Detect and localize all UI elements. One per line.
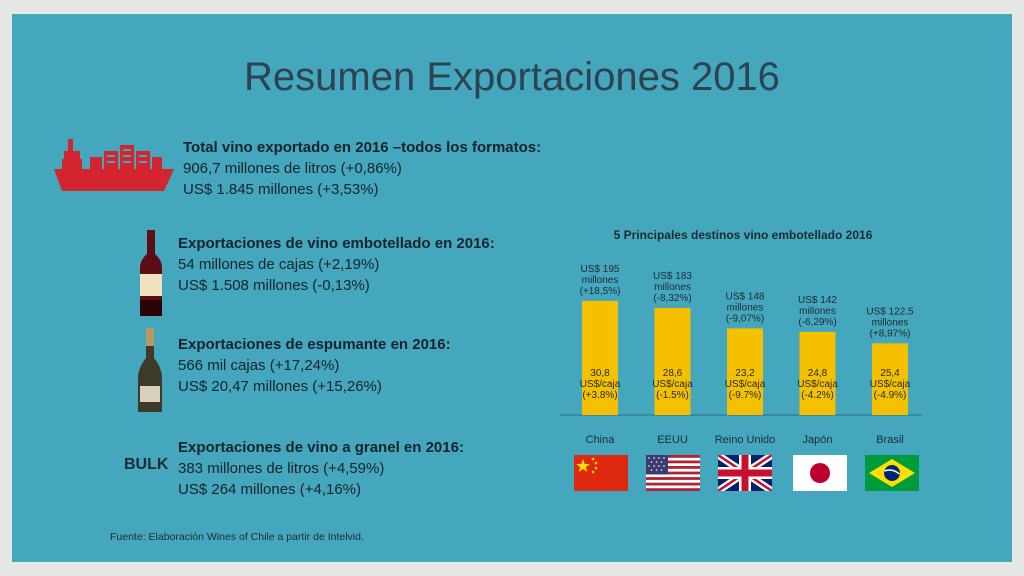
usa-flag-icon — [646, 455, 700, 491]
source-note: Fuente: Elaboración Wines of Chile a par… — [110, 531, 364, 543]
bar-top-label-2-2: (-9,07%) — [726, 313, 764, 324]
cargo-ship-icon — [54, 139, 174, 191]
bar-top-label-1-2: (-8,32%) — [653, 293, 691, 304]
bar-top-label-3-0: US$ 142 — [798, 295, 837, 306]
destinations-bar-chart: US$ 195millones(+18,5%)30,8US$/caja(+3.8… — [560, 264, 922, 446]
bar-inner-label-4-0: 25,4 — [880, 368, 900, 379]
bar-inner-label-1-2: (-1.5%) — [656, 390, 689, 401]
bar-top-label-3-2: (-6,29%) — [798, 317, 836, 328]
bar-4 — [872, 343, 908, 415]
category-label-4: Brasil — [876, 434, 904, 446]
brazil-flag-icon — [865, 455, 919, 491]
bar-top-label-0-1: millones — [582, 275, 619, 286]
uk-flag-icon — [718, 455, 772, 491]
sparkling-exports-value: US$ 20,47 millones (+15,26%) — [178, 378, 382, 395]
bar-inner-label-4-1: US$/caja — [870, 379, 911, 390]
bottled-exports-block: Exportaciones de vino embotellado en 201… — [178, 233, 495, 296]
sparkling-exports-heading: Exportaciones de espumante en 2016: — [178, 336, 451, 353]
category-label-1: EEUU — [657, 434, 688, 446]
bar-inner-label-1-0: 28,6 — [663, 368, 683, 379]
china-flag-icon — [574, 455, 628, 491]
bottled-exports-cases: 54 millones de cajas (+2,19%) — [178, 256, 380, 273]
bar-inner-label-4-2: (-4.9%) — [874, 390, 907, 401]
bar-inner-label-2-0: 23,2 — [735, 368, 755, 379]
bar-top-label-4-2: (+8,97%) — [870, 328, 911, 339]
category-label-3: Japón — [803, 434, 833, 446]
bulk-exports-value: US$ 264 millones (+4,16%) — [178, 481, 362, 498]
bar-0 — [582, 300, 618, 415]
bar-inner-label-3-0: 24,8 — [808, 368, 828, 379]
bottled-exports-value: US$ 1.508 millones (-0,13%) — [178, 277, 370, 294]
sparkling-wine-bottle-icon — [138, 328, 162, 412]
bar-inner-label-1-1: US$/caja — [652, 379, 693, 390]
total-exports-block: Total vino exportado en 2016 –todos los … — [183, 137, 541, 200]
bar-inner-label-3-1: US$/caja — [797, 379, 838, 390]
bar-3 — [799, 331, 836, 415]
chart-title: 5 Principales destinos vino embotellado … — [613, 228, 873, 242]
bar-inner-label-0-1: US$/caja — [580, 379, 621, 390]
bar-1 — [654, 307, 691, 415]
category-label-0: China — [586, 434, 616, 446]
bar-top-label-0-2: (+18,5%) — [580, 286, 621, 297]
bar-top-label-4-0: US$ 122.5 — [866, 306, 914, 317]
sparkling-exports-cases: 566 mil cajas (+17,24%) — [178, 357, 340, 374]
bar-inner-label-2-1: US$/caja — [725, 379, 766, 390]
bar-top-label-3-1: millones — [799, 306, 836, 317]
bulk-label: BULK — [124, 456, 169, 473]
bar-inner-label-0-2: (+3.8%) — [582, 390, 617, 401]
bar-top-label-2-1: millones — [727, 302, 764, 313]
bar-top-label-2-0: US$ 148 — [726, 291, 765, 302]
bottled-exports-heading: Exportaciones de vino embotellado en 201… — [178, 235, 495, 252]
bar-inner-label-3-2: (-4.2%) — [801, 390, 834, 401]
bulk-exports-heading: Exportaciones de vino a granel en 2016: — [178, 439, 464, 456]
bar-top-label-4-1: millones — [872, 317, 909, 328]
bar-inner-label-2-2: (-9.7%) — [729, 390, 762, 401]
japan-flag-icon — [793, 455, 847, 491]
bar-2 — [727, 328, 763, 415]
wine-bottle-icon — [140, 230, 162, 316]
bar-top-label-1-1: millones — [654, 282, 691, 293]
page-title: Resumen Exportaciones 2016 — [244, 55, 780, 99]
bulk-exports-volume: 383 millones de litros (+4,59%) — [178, 460, 385, 477]
total-exports-volume: 906,7 millones de litros (+0,86%) — [183, 160, 402, 177]
bar-inner-label-0-0: 30,8 — [590, 368, 610, 379]
total-exports-heading: Total vino exportado en 2016 –todos los … — [183, 139, 542, 156]
total-exports-value: US$ 1.845 millones (+3,53%) — [183, 181, 379, 198]
category-label-2: Reino Unido — [715, 434, 776, 446]
sparkling-exports-block: Exportaciones de espumante en 2016: 566 … — [178, 334, 451, 397]
bar-top-label-0-0: US$ 195 — [581, 264, 620, 275]
bar-top-label-1-0: US$ 183 — [653, 271, 692, 282]
bulk-exports-block: Exportaciones de vino a granel en 2016: … — [178, 437, 464, 500]
